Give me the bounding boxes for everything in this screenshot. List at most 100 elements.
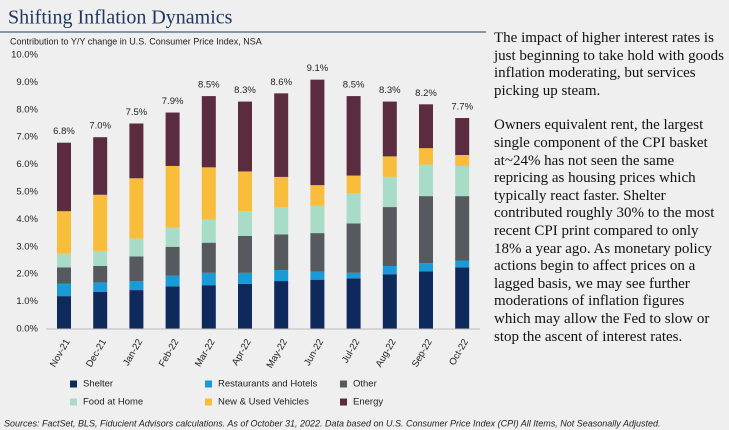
bar-segment <box>419 263 433 272</box>
y-tick-label: 8.0% <box>16 104 38 115</box>
bar-segment <box>93 292 108 329</box>
x-tick-label: Feb-22 <box>157 337 182 369</box>
bar-segment <box>93 194 108 251</box>
x-tick-label: Apr-22 <box>230 337 254 367</box>
footnote: Sources: FactSet, BLS, Fiducient Advisor… <box>4 418 660 428</box>
bar-segment <box>57 253 71 268</box>
y-tick-label: 2.0% <box>16 269 38 280</box>
x-tick-label: Nov-21 <box>48 337 73 369</box>
bar-segment <box>382 101 397 157</box>
total-label: 6.8% <box>53 126 75 137</box>
bar-segment <box>129 123 144 179</box>
bar-segment <box>238 283 252 329</box>
x-tick-label: Mar-22 <box>193 337 218 369</box>
y-tick-label: 3.0% <box>16 241 38 252</box>
y-tick-label: 10.0% <box>11 50 38 61</box>
bar-segment <box>129 178 144 239</box>
bar-segment <box>419 148 433 165</box>
bar-segment <box>165 112 180 166</box>
bar-segment <box>93 137 108 195</box>
legend-label: Other <box>353 379 377 390</box>
bar-segment <box>201 96 216 168</box>
legend-swatch <box>205 398 212 406</box>
y-tick-label: 0.0% <box>16 324 38 335</box>
bar-segment <box>419 164 433 197</box>
bar-segment <box>274 207 289 235</box>
bar-segment <box>201 219 216 243</box>
legend-label: Food at Home <box>83 397 143 408</box>
bar-segment <box>382 156 397 177</box>
bar-segment <box>93 250 108 266</box>
bar-segment <box>274 234 289 271</box>
bar-segment <box>455 260 470 268</box>
paragraph: Owners equivalent rent, the largest sing… <box>494 117 715 345</box>
bar-segment <box>165 275 180 287</box>
bar-segment <box>382 176 397 208</box>
bar-segment <box>419 196 433 264</box>
total-label: 8.2% <box>415 88 437 99</box>
bar-segment <box>346 278 361 329</box>
total-label: 7.0% <box>89 121 111 132</box>
bar-segment <box>57 296 71 329</box>
total-label: 8.3% <box>379 85 401 96</box>
y-tick-label: 5.0% <box>16 187 38 198</box>
x-tick-label: May-22 <box>265 337 290 370</box>
y-tick-label: 9.0% <box>16 77 38 88</box>
total-label: 7.7% <box>451 102 473 113</box>
bar-segment <box>165 286 180 329</box>
bar-segment <box>238 101 252 172</box>
total-label: 7.9% <box>162 96 184 107</box>
bar-segment <box>238 272 252 284</box>
bar-segment <box>382 265 397 275</box>
y-tick-label: 7.0% <box>16 132 38 143</box>
x-tick-label: Jan-22 <box>121 337 145 368</box>
bar-segment <box>274 281 289 329</box>
bar-segment <box>346 193 361 224</box>
bar-segment <box>238 171 252 212</box>
bar-segment <box>238 211 252 236</box>
y-tick-label: 1.0% <box>16 296 38 307</box>
total-label: 8.3% <box>234 85 256 96</box>
bar-segment <box>129 281 144 291</box>
bar-segment <box>93 282 108 293</box>
bar-segment <box>419 271 433 329</box>
bar-segment <box>57 283 71 297</box>
bar-segment <box>346 223 361 273</box>
bar-segment <box>201 242 216 273</box>
bar-segment <box>165 227 180 247</box>
bar-segment <box>129 256 144 282</box>
y-tick-label: 6.0% <box>16 159 38 170</box>
x-tick-label: Oct-22 <box>447 337 471 367</box>
bar-segment <box>57 267 71 284</box>
x-tick-label: Dec-21 <box>84 337 109 369</box>
bar-segment <box>310 205 325 234</box>
bar-segment <box>346 175 361 194</box>
bar-segment <box>310 79 325 186</box>
total-label: 8.5% <box>198 80 220 91</box>
legend-swatch <box>70 380 77 388</box>
bar-segment <box>57 142 71 212</box>
bar-segment <box>455 155 470 166</box>
legend-swatch <box>70 398 77 406</box>
bar-segment <box>346 272 361 279</box>
bar-segment <box>93 265 108 283</box>
y-tick-label: 4.0% <box>16 214 38 225</box>
bar-segment <box>455 165 470 197</box>
chart-title: Shifting Inflation Dynamics <box>8 7 233 29</box>
chart-subtitle: Contribution to Y/Y change in U.S. Consu… <box>10 36 262 46</box>
paragraph: The impact of higher interest rates is j… <box>494 30 724 99</box>
total-label: 9.1% <box>307 63 329 74</box>
bar-segment <box>57 211 71 254</box>
bar-segment <box>129 238 144 257</box>
bar-segment <box>201 167 216 220</box>
legend-label: Energy <box>353 397 383 408</box>
bar-segment <box>455 196 470 261</box>
bar-segment <box>201 285 216 329</box>
bar-segment <box>274 176 289 208</box>
bar-segment <box>238 235 252 273</box>
bar-segment <box>129 290 144 329</box>
legend-swatch <box>340 380 347 388</box>
bar-segment <box>310 271 325 280</box>
bar-segment <box>346 96 361 176</box>
